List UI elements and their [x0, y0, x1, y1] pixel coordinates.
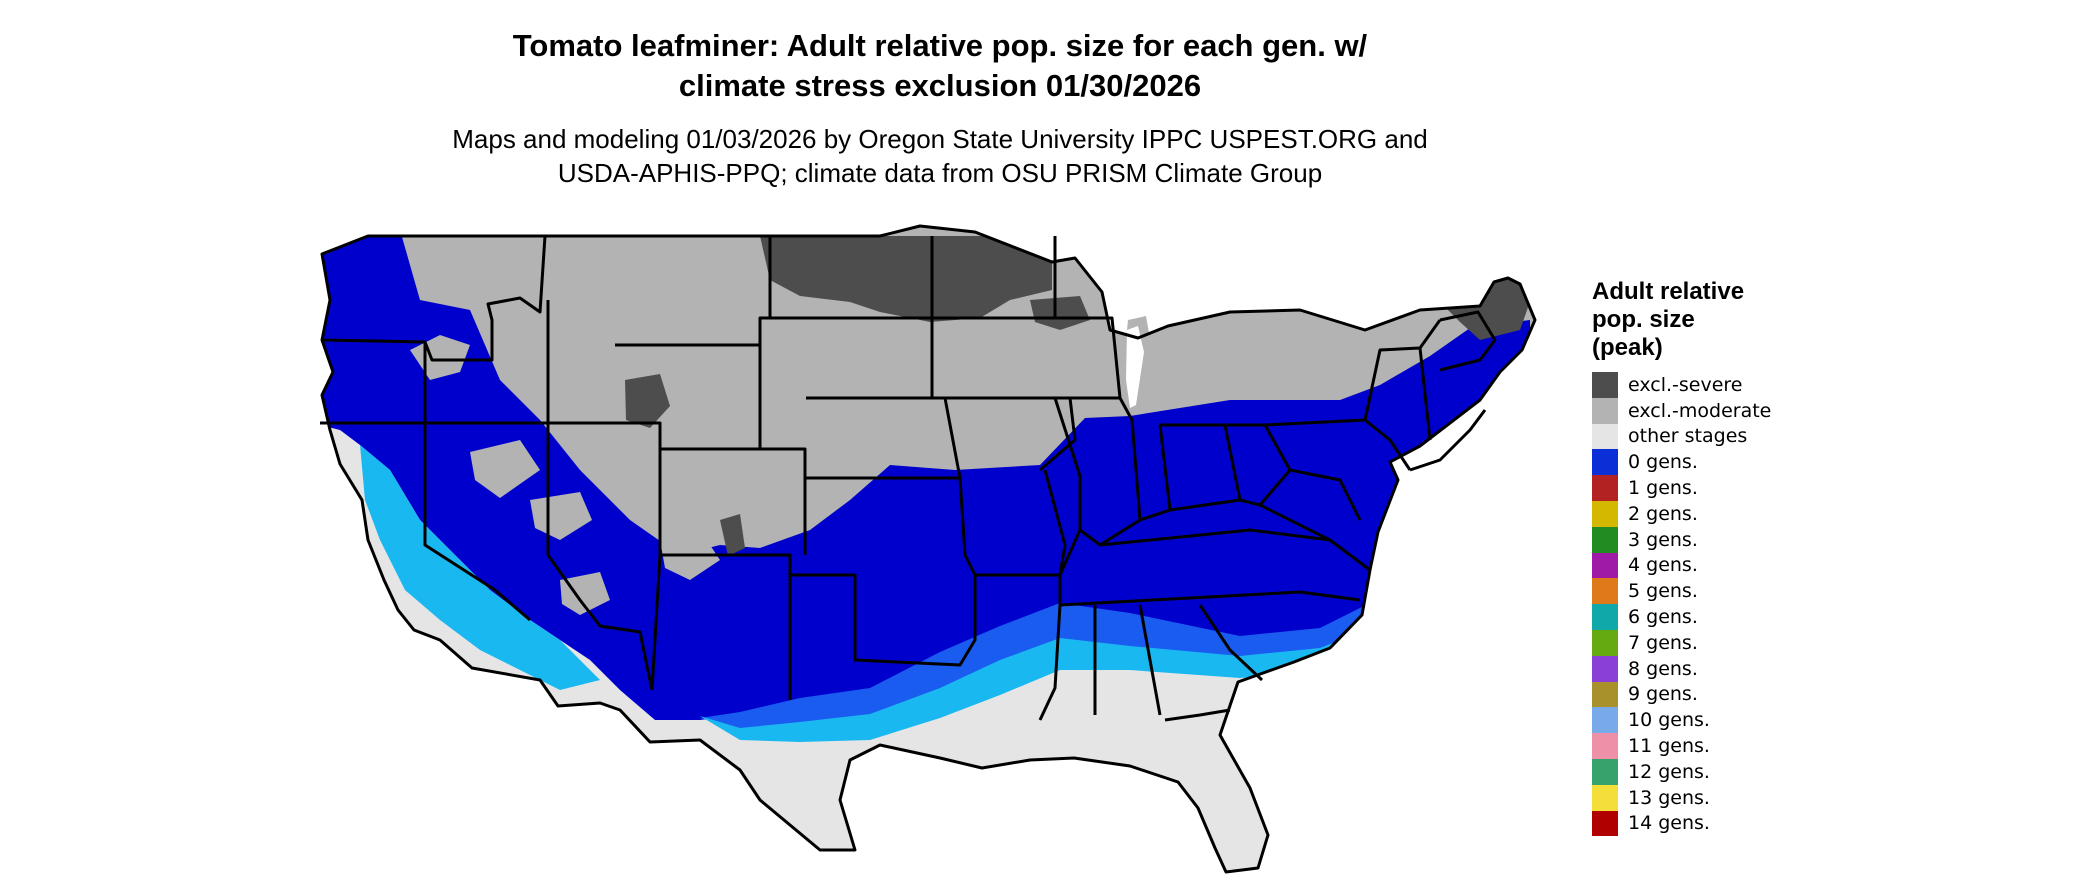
legend-item: excl.-moderate	[1592, 397, 1792, 424]
map-title: Tomato leafminer: Adult relative pop. si…	[420, 26, 1460, 106]
map-subtitle: Maps and modeling 01/03/2026 by Oregon S…	[380, 122, 1500, 190]
legend-title: Adult relative pop. size (peak)	[1592, 278, 1792, 362]
legend-item: 1 gens.	[1592, 475, 1792, 501]
legend-swatch	[1592, 475, 1618, 501]
legend-label: 7 gens.	[1628, 631, 1698, 654]
legend-label: 14 gens.	[1628, 812, 1710, 835]
legend-title-line-3: (peak)	[1592, 334, 1663, 361]
legend-label: 4 gens.	[1628, 554, 1698, 577]
legend-swatch	[1592, 629, 1618, 656]
legend-item: 0 gens.	[1592, 449, 1792, 476]
legend-item: 12 gens.	[1592, 758, 1792, 785]
legend-item: 8 gens.	[1592, 655, 1792, 682]
legend-label: 5 gens.	[1628, 580, 1698, 603]
legend-item: 5 gens.	[1592, 578, 1792, 605]
legend-item: 11 gens.	[1592, 733, 1792, 759]
legend-label: 9 gens.	[1628, 683, 1698, 706]
legend-label: 3 gens.	[1628, 528, 1698, 551]
legend-swatch	[1592, 810, 1618, 837]
legend-label: 6 gens.	[1628, 606, 1698, 629]
legend-swatch	[1592, 655, 1618, 682]
legend-item: excl.-severe	[1592, 372, 1792, 398]
legend-label: 10 gens.	[1628, 709, 1710, 732]
legend-item: other stages	[1592, 423, 1792, 450]
legend-swatch	[1592, 526, 1618, 553]
legend-item: 3 gens.	[1592, 526, 1792, 553]
legend-swatch	[1592, 449, 1618, 476]
legend-label: 13 gens.	[1628, 786, 1710, 809]
title-line-1: Tomato leafminer: Adult relative pop. si…	[512, 28, 1368, 63]
legend-item: 2 gens.	[1592, 500, 1792, 527]
legend-items: excl.-severe excl.-moderate other stages 0 …	[1592, 372, 1792, 837]
legend-label: other stages	[1628, 425, 1748, 448]
legend-title-line-1: Adult relative	[1592, 278, 1745, 305]
subtitle-line-2: USDA-APHIS-PPQ; climate data from OSU PR…	[557, 158, 1323, 188]
legend-swatch	[1592, 758, 1618, 785]
legend-item: 13 gens.	[1592, 784, 1792, 811]
legend-label: 2 gens.	[1628, 502, 1698, 525]
legend-label: 0 gens.	[1628, 451, 1698, 474]
legend-label: excl.-severe	[1628, 373, 1743, 396]
legend-swatch	[1592, 500, 1618, 527]
state-borders	[320, 235, 1497, 722]
map-legend: Adult relative pop. size (peak) excl.-se…	[1592, 278, 1792, 837]
legend-swatch	[1592, 604, 1618, 630]
legend-item: 14 gens.	[1592, 810, 1792, 837]
legend-swatch	[1592, 784, 1618, 811]
legend-item: 9 gens.	[1592, 681, 1792, 708]
legend-item: 4 gens.	[1592, 552, 1792, 579]
legend-label: 11 gens.	[1628, 735, 1710, 758]
legend-item: 10 gens.	[1592, 707, 1792, 734]
subtitle-line-1: Maps and modeling 01/03/2026 by Oregon S…	[452, 124, 1428, 154]
legend-swatch	[1592, 707, 1618, 734]
legend-item: 6 gens.	[1592, 604, 1792, 630]
us-map	[320, 224, 1537, 874]
title-line-2: climate stress exclusion 01/30/2026	[678, 68, 1202, 103]
legend-swatch	[1592, 552, 1618, 579]
legend-label: 12 gens.	[1628, 760, 1710, 783]
legend-label: excl.-moderate	[1628, 399, 1772, 422]
legend-swatch	[1592, 397, 1618, 424]
legend-item: 7 gens.	[1592, 629, 1792, 656]
legend-swatch	[1592, 681, 1618, 708]
legend-title-line-2: pop. size	[1592, 306, 1695, 333]
legend-label: 8 gens.	[1628, 657, 1698, 680]
legend-swatch	[1592, 423, 1618, 450]
legend-swatch	[1592, 372, 1618, 398]
legend-swatch	[1592, 578, 1618, 605]
legend-label: 1 gens.	[1628, 477, 1698, 500]
legend-swatch	[1592, 733, 1618, 759]
